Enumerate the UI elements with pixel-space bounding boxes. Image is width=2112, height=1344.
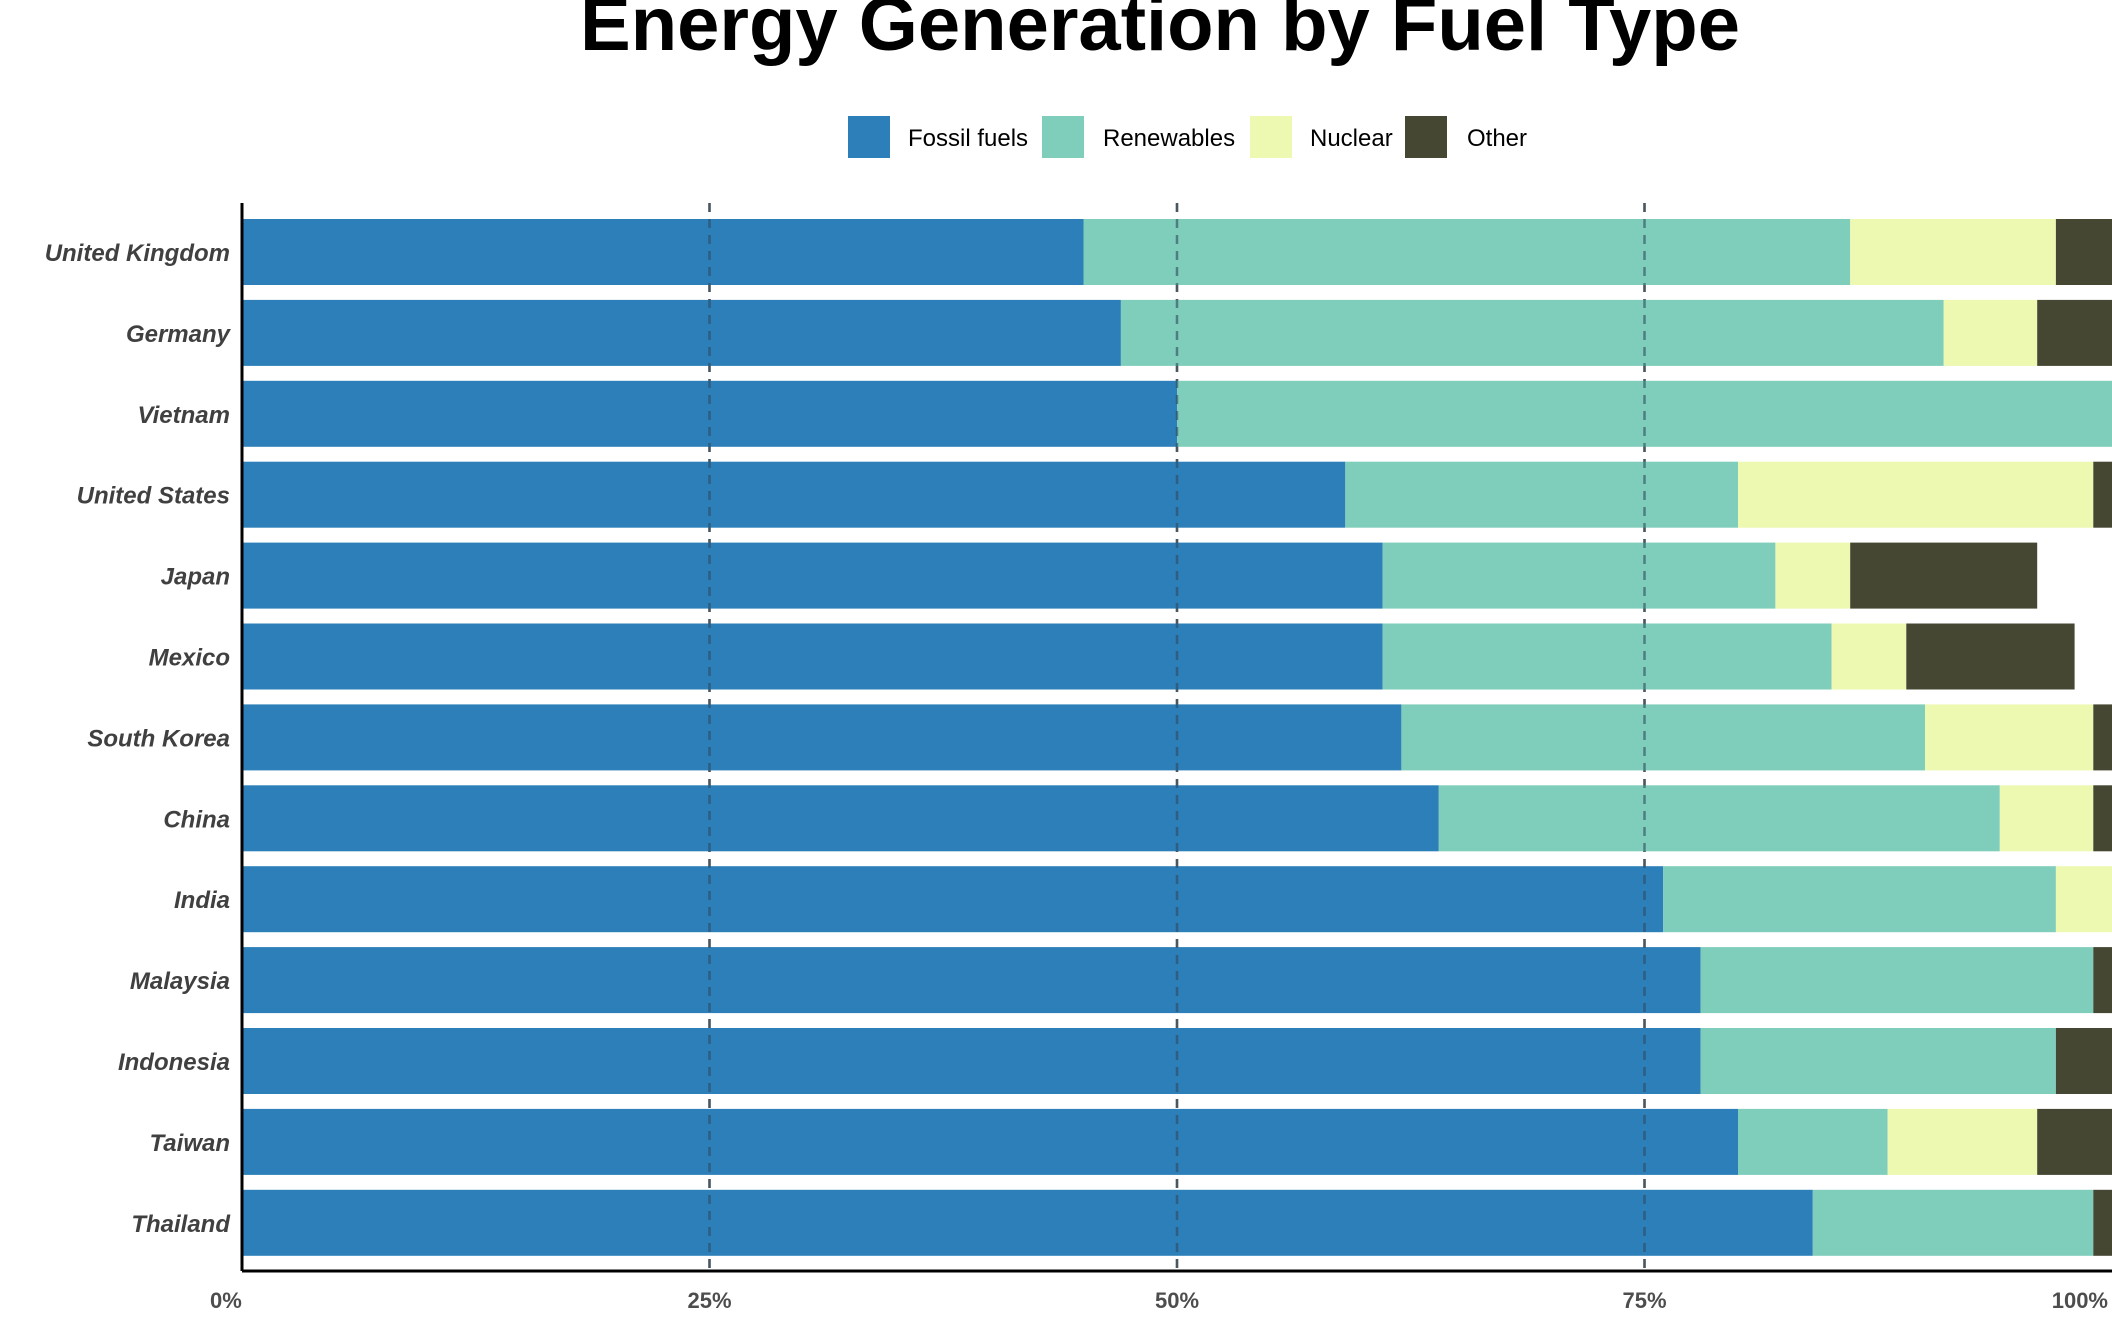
bar-taiwan-nuclear <box>1887 1108 2038 1175</box>
bar-row-united-kingdom <box>242 219 2112 285</box>
bar-taiwan-fossil-fuels <box>242 1108 1738 1175</box>
bar-india-renewables <box>1663 866 2056 933</box>
legend-swatch-nuclear <box>1250 116 1292 158</box>
y-tick-label-indonesia: Indonesia <box>118 1049 230 1076</box>
bar-row-thailand <box>242 1189 2112 1256</box>
bar-united-kingdom-nuclear <box>1850 219 2056 285</box>
bar-taiwan-other <box>2037 1108 2112 1175</box>
x-tick-label-0: 0% <box>210 1288 242 1313</box>
bar-united-states-renewables <box>1345 461 1738 528</box>
bar-malaysia-fossil-fuels <box>242 947 1701 1014</box>
y-axis-labels: United Kingdom Germany Vietnam United State… <box>45 240 232 1238</box>
bar-china-other <box>2093 785 2112 852</box>
bar-row-south-korea <box>242 704 2112 771</box>
bar-united-kingdom-other <box>2055 219 2112 285</box>
y-tick-label-united-kingdom: United Kingdom <box>45 240 230 267</box>
bar-germany-renewables <box>1120 299 1944 366</box>
y-tick-label-china: China <box>163 806 230 833</box>
bar-row-china <box>242 785 2112 852</box>
bar-indonesia-renewables <box>1700 1028 2056 1094</box>
y-tick-label-mexico: Mexico <box>149 645 230 672</box>
bar-united-kingdom-renewables <box>1083 219 1851 285</box>
bar-mexico-nuclear <box>1831 623 1907 690</box>
y-tick-label-malaysia: Malaysia <box>130 968 230 995</box>
bar-mexico-renewables <box>1382 623 1832 690</box>
bar-japan-nuclear <box>1775 542 1851 609</box>
bar-thailand-fossil-fuels <box>242 1189 1813 1256</box>
y-tick-label-japan: Japan <box>161 564 230 591</box>
legend-swatch-fossil-fuels <box>848 116 890 158</box>
bar-china-nuclear <box>1999 785 2094 852</box>
bar-malaysia-renewables <box>1700 947 2094 1014</box>
y-tick-label-india: India <box>174 887 230 914</box>
x-tick-label-50: 50% <box>1155 1288 1199 1313</box>
bar-south-korea-fossil-fuels <box>242 704 1402 771</box>
bar-united-states-nuclear <box>1738 461 2094 528</box>
bar-china-fossil-fuels <box>242 785 1439 852</box>
bar-japan-fossil-fuels <box>242 542 1383 609</box>
bar-row-malaysia <box>242 947 2112 1014</box>
bar-germany-other <box>2037 299 2112 366</box>
bar-south-korea-nuclear <box>1925 704 2094 771</box>
y-tick-label-taiwan: Taiwan <box>150 1130 230 1157</box>
bar-indonesia-fossil-fuels <box>242 1028 1701 1094</box>
bar-thailand-other <box>2093 1189 2112 1256</box>
bar-mexico-other <box>1906 623 2075 690</box>
legend-item-nuclear: Nuclear <box>1250 116 1393 158</box>
axes <box>240 203 2112 1273</box>
legend-label-renewables: Renewables <box>1103 125 1235 152</box>
bar-mexico-fossil-fuels <box>242 623 1383 690</box>
bar-thailand-renewables <box>1812 1189 2094 1256</box>
bar-taiwan-renewables <box>1738 1108 1888 1175</box>
bar-row-japan <box>242 542 2038 609</box>
legend-label-fossil-fuels: Fossil fuels <box>908 125 1028 152</box>
bar-row-taiwan <box>242 1108 2112 1175</box>
legend-item-other: Other <box>1405 116 1527 158</box>
legend-item-renewables: Renewables <box>1042 116 1235 158</box>
gridline-overlay <box>708 203 1646 1271</box>
bar-united-kingdom-fossil-fuels <box>242 219 1084 285</box>
legend-label-other: Other <box>1467 125 1527 152</box>
x-tick-label-100: 100% <box>2052 1288 2108 1313</box>
legend: Fossil fuels Renewables Nuclear Other <box>848 116 1527 158</box>
y-tick-label-united-states: United States <box>77 483 230 510</box>
bar-row-germany <box>242 299 2112 366</box>
legend-item-fossil-fuels: Fossil fuels <box>848 116 1028 158</box>
x-tick-label-25: 25% <box>687 1288 731 1313</box>
bar-japan-other <box>1850 542 2038 609</box>
bar-south-korea-other <box>2093 704 2112 771</box>
chart-title: Energy Generation by Fuel Type <box>580 0 1740 67</box>
y-tick-label-south-korea: South Korea <box>87 725 230 752</box>
y-tick-label-vietnam: Vietnam <box>138 402 230 429</box>
bar-row-united-states <box>242 461 2112 528</box>
bar-japan-renewables <box>1382 542 1776 609</box>
bar-india-fossil-fuels <box>242 866 1664 933</box>
bar-china-renewables <box>1438 785 2000 852</box>
y-tick-label-germany: Germany <box>126 321 232 348</box>
bar-india-nuclear <box>2055 866 2112 933</box>
bar-germany-fossil-fuels <box>242 299 1121 366</box>
bar-row-india <box>242 866 2112 933</box>
bar-south-korea-renewables <box>1401 704 1925 771</box>
x-tick-label-75: 75% <box>1622 1288 1666 1313</box>
y-tick-label-thailand: Thailand <box>131 1211 231 1238</box>
bar-united-states-fossil-fuels <box>242 461 1346 528</box>
bar-united-states-other <box>2093 461 2112 528</box>
legend-swatch-renewables <box>1042 116 1084 158</box>
bar-germany-nuclear <box>1943 299 2038 366</box>
bar-indonesia-other <box>2055 1028 2112 1094</box>
x-axis-labels: 0% 25% 50% 75% 100% <box>210 1288 2108 1313</box>
bar-row-indonesia <box>242 1028 2112 1094</box>
bar-row-mexico <box>242 623 2075 690</box>
bar-malaysia-other <box>2093 947 2112 1014</box>
legend-label-nuclear: Nuclear <box>1310 125 1393 152</box>
bars <box>242 219 2112 1256</box>
legend-swatch-other <box>1405 116 1447 158</box>
